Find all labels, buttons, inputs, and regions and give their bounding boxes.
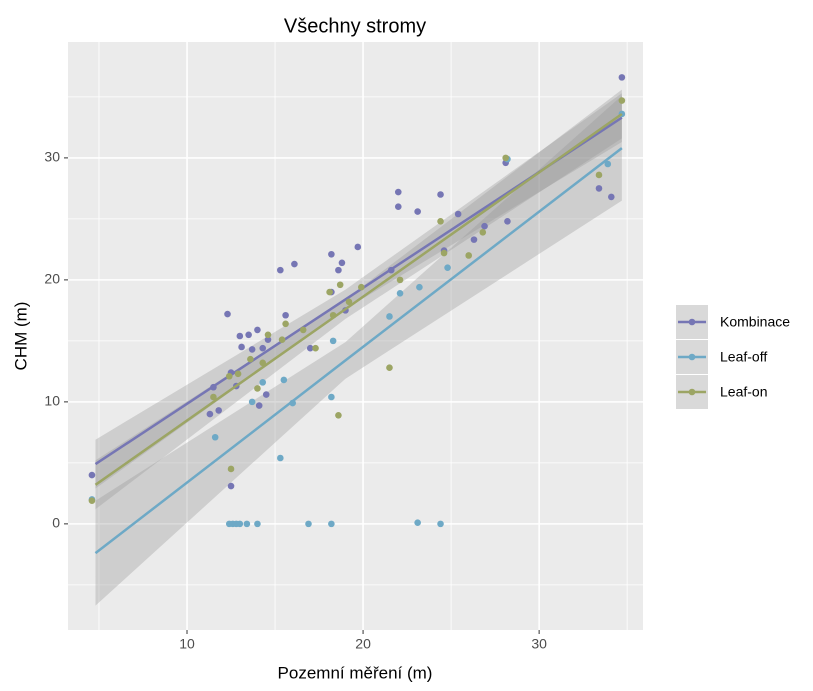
point <box>329 337 337 345</box>
y-tick-label: 10 <box>44 393 60 409</box>
point <box>277 266 284 274</box>
point <box>386 364 393 372</box>
point <box>396 290 404 297</box>
point <box>259 359 267 367</box>
point <box>444 264 451 271</box>
point <box>440 249 448 257</box>
point <box>224 310 231 318</box>
point <box>238 343 245 351</box>
legend-point <box>688 353 696 361</box>
point <box>394 203 402 210</box>
chart-title: Všechny stromy <box>284 15 426 37</box>
point <box>254 385 261 392</box>
point <box>282 311 289 319</box>
legend-label: Kombinace <box>720 314 790 330</box>
x-tick-label: 30 <box>531 636 547 652</box>
point <box>215 407 223 414</box>
point <box>479 229 487 236</box>
point <box>227 465 235 473</box>
point <box>306 344 314 352</box>
point <box>437 218 444 225</box>
point <box>264 331 272 339</box>
point <box>595 185 603 192</box>
point <box>227 482 235 490</box>
point <box>335 266 342 274</box>
point <box>278 336 286 343</box>
point <box>328 520 335 528</box>
point <box>326 288 333 296</box>
point <box>277 454 284 462</box>
point <box>280 376 288 384</box>
y-tick-label: 20 <box>44 271 60 287</box>
x-axis-label: Pozemní měření (m) <box>278 663 433 682</box>
point <box>502 154 509 162</box>
point <box>291 260 298 268</box>
point <box>259 379 267 386</box>
y-tick-label: 30 <box>44 149 60 165</box>
point <box>618 97 626 104</box>
point <box>394 188 402 196</box>
point <box>465 252 473 259</box>
point <box>248 346 256 353</box>
point <box>211 433 219 441</box>
y-tick-label: 0 <box>52 515 60 531</box>
point <box>262 391 270 398</box>
point <box>454 210 462 218</box>
point <box>358 283 365 291</box>
point <box>328 250 335 258</box>
point <box>254 520 261 528</box>
point <box>282 320 289 328</box>
point <box>312 344 319 352</box>
point <box>470 236 478 243</box>
point <box>414 519 421 526</box>
point <box>210 393 217 401</box>
point <box>396 276 404 284</box>
point <box>247 355 254 363</box>
point <box>299 326 307 334</box>
point <box>236 520 244 528</box>
point <box>354 243 362 251</box>
point <box>437 191 444 198</box>
point <box>259 344 267 352</box>
point <box>225 372 233 380</box>
point <box>345 298 353 306</box>
legend-label: Leaf-on <box>720 384 767 400</box>
point <box>236 332 244 340</box>
x-tick-label: 20 <box>355 636 371 652</box>
point <box>618 74 626 81</box>
point <box>245 331 252 339</box>
point <box>437 520 444 528</box>
point <box>481 222 488 230</box>
point <box>255 402 263 409</box>
point <box>264 336 272 343</box>
point <box>305 520 312 528</box>
point <box>234 370 242 378</box>
trend-line <box>94 112 623 486</box>
trend-line <box>94 147 623 555</box>
panel <box>68 42 643 630</box>
point <box>608 193 615 201</box>
point <box>336 281 344 289</box>
point <box>243 520 251 528</box>
legend-point <box>688 388 696 396</box>
y-axis-label: CHM (m) <box>11 302 30 371</box>
point <box>504 218 511 225</box>
point <box>206 410 214 418</box>
point <box>335 411 342 419</box>
point <box>604 160 612 168</box>
point <box>595 171 603 179</box>
point <box>328 393 335 401</box>
point <box>338 259 346 267</box>
point <box>414 208 421 215</box>
point <box>254 326 261 334</box>
legend-label: Leaf-off <box>720 349 767 365</box>
point <box>88 471 96 479</box>
point <box>88 497 96 504</box>
point <box>248 398 256 406</box>
point <box>416 283 423 291</box>
point <box>386 313 393 320</box>
legend-point <box>688 318 696 326</box>
x-tick-label: 10 <box>179 636 195 652</box>
